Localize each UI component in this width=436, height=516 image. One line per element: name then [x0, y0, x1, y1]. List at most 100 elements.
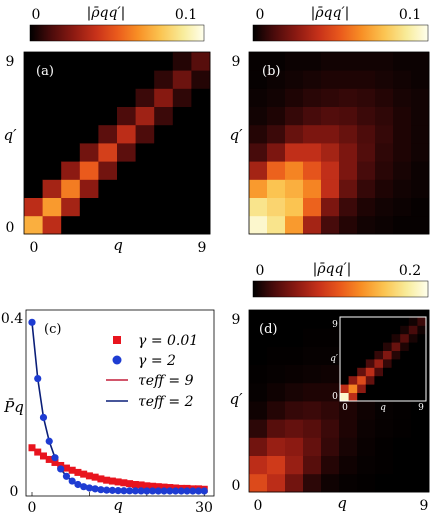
- panel-a-heatmap-cell: [154, 52, 174, 71]
- colorbar-b-gradient: [252, 24, 429, 42]
- panel-b-heatmap-cell: [321, 106, 340, 126]
- panel-d-heatmap-cell: [285, 328, 304, 347]
- panel-a-heatmap-cell: [42, 215, 62, 235]
- square-marker: [68, 466, 76, 474]
- panel-d-inset-heatmap-cell: [417, 333, 427, 343]
- panel-d-heatmap-cell: [267, 401, 286, 420]
- panel-d-heatmap-cell: [303, 419, 322, 438]
- panel-b-heatmap-cell: [321, 179, 340, 198]
- circle-marker: [183, 487, 191, 495]
- panel-a-heatmap-cell: [191, 179, 211, 198]
- legend-label-gamma-2: γ = 2: [138, 353, 176, 369]
- panel-d-inset-heatmap-cell: [340, 375, 349, 385]
- panel-d-heatmap-cell: [393, 455, 412, 475]
- panel-a-heatmap-cell: [117, 179, 136, 198]
- panel-a-heatmap-cell: [98, 124, 118, 144]
- panel-a-heatmap-cell: [24, 124, 43, 144]
- panel-a-heatmap-cell: [98, 179, 118, 198]
- panel-a-xtick-right: 9: [198, 240, 207, 256]
- panel-b-heatmap-cell: [375, 70, 394, 89]
- panel-b-heatmap-cell: [267, 179, 286, 198]
- panel-d-inset-heatmap-cell: [408, 367, 418, 377]
- panel-a-heatmap-cell: [172, 143, 192, 162]
- panel-d-inset-heatmap-cell: [374, 342, 384, 351]
- panel-d-inset-heatmap-cell: [391, 342, 401, 351]
- panel-b-heatmap-cell: [393, 197, 412, 217]
- circle-marker: [166, 487, 174, 495]
- panel-a-heatmap-cell: [42, 124, 62, 144]
- panel-d-inset-heatmap-cell: [417, 350, 427, 360]
- panel-d-inset: 9 0 q′ 0 9 q: [330, 316, 427, 413]
- panel-a-heatmap-cell: [135, 88, 155, 107]
- panel-a-heatmap-cell: [154, 88, 174, 107]
- panel-d-inset-heatmap-cell: [383, 359, 392, 368]
- circle-marker: [91, 485, 99, 493]
- panel-d-xlabel: q: [337, 494, 347, 512]
- panel-d-heatmap-cell: [321, 437, 340, 456]
- panel-b-tag: (b): [262, 64, 280, 79]
- panel-d-inset-heatmap-cell: [408, 325, 418, 335]
- panel-a-heatmap-cell: [42, 52, 62, 71]
- panel-b-heatmap-cell: [357, 179, 376, 198]
- panel-a-heatmap-cell: [79, 106, 99, 126]
- panel-d-inset-heatmap-cell: [348, 384, 358, 393]
- panel-b-heatmap-cell: [249, 179, 268, 198]
- panel-b-heatmap-cell: [339, 143, 358, 162]
- panel-a-heatmap-cell: [154, 124, 174, 144]
- panel-b-heatmap-cell: [285, 197, 304, 217]
- inset-ylabel: q′: [330, 354, 338, 364]
- panel-a-heatmap-cell: [135, 52, 155, 71]
- panel-d-inset-heatmap-cell: [391, 325, 401, 335]
- panel-d-inset-heatmap-cell: [400, 317, 410, 326]
- panel-d-inset-heatmap-cell: [417, 325, 427, 335]
- panel-a-heatmap-cell: [172, 197, 192, 217]
- panel-d-heatmap-cell: [321, 382, 340, 402]
- panel-a-heatmap-cell: [79, 161, 99, 180]
- panel-a-xlabel: q: [113, 236, 123, 254]
- panel-d-heatmap-cell: [249, 401, 268, 420]
- panel-d-inset-heatmap-cell: [340, 359, 349, 368]
- panel-a-heatmap-cell: [191, 197, 211, 217]
- panel-d-heatmap-cell: [267, 419, 286, 438]
- panel-a-heatmap-cell: [117, 124, 136, 144]
- panel-b-heatmap-cell: [285, 124, 304, 144]
- panel-a-heatmap-cell: [98, 88, 118, 107]
- circle-marker: [189, 487, 197, 495]
- square-marker: [28, 444, 36, 452]
- panel-b-heatmap-cell: [267, 88, 286, 107]
- panel-b-heatmap-cell: [357, 197, 376, 217]
- panel-c-tag: (c): [44, 322, 61, 337]
- panel-b-heatmap-cell: [321, 52, 340, 71]
- panel-d-heatmap-cell: [267, 382, 286, 402]
- circle-marker: [108, 486, 116, 494]
- circle-marker: [45, 437, 53, 445]
- panel-d-heatmap-cell: [339, 455, 358, 475]
- inset-ytick-top: 9: [332, 320, 338, 330]
- panel-b-heatmap-cell: [393, 161, 412, 180]
- square-marker: [154, 483, 162, 491]
- panel-d-inset-heatmap-cell: [340, 317, 349, 326]
- panel-b-heatmap-cell: [321, 143, 340, 162]
- panel-d-heatmap-cell: [303, 364, 322, 384]
- panel-a-frame: [23, 51, 211, 235]
- panel-a-heatmap-cell: [24, 215, 43, 235]
- panel-d-inset-heatmap-cell: [348, 367, 358, 377]
- panel-a-heatmap-cell: [42, 179, 62, 198]
- panel-d-inset-heatmap-cell: [357, 367, 367, 377]
- panel-d-heatmap-cell: [357, 419, 376, 438]
- panel-b-heatmap-cell: [411, 106, 430, 126]
- panel-b-heatmap-cell: [393, 52, 412, 71]
- colorbar-d-label: |ρ̄qq′|: [313, 261, 352, 277]
- panel-d-heatmap-cell: [339, 401, 358, 420]
- panel-d-heatmap-cell: [267, 455, 286, 475]
- colorbar-b-label: |ρ̄qq′|: [311, 5, 350, 21]
- panel-d-inset-heatmap-cell: [391, 350, 401, 360]
- panel-b-heatmap-cell: [357, 161, 376, 180]
- panel-b-heatmap-cell: [303, 52, 322, 71]
- panel-a-heatmap-cell: [172, 52, 192, 71]
- panel-b-heatmap-cell: [267, 161, 286, 180]
- panel-a-heatmap-cell: [172, 88, 192, 107]
- panel-d-inset-heatmap-cell: [383, 392, 392, 402]
- panel-b-heatmap-cell: [285, 215, 304, 235]
- panel-d-inset-heatmap-cell: [391, 317, 401, 326]
